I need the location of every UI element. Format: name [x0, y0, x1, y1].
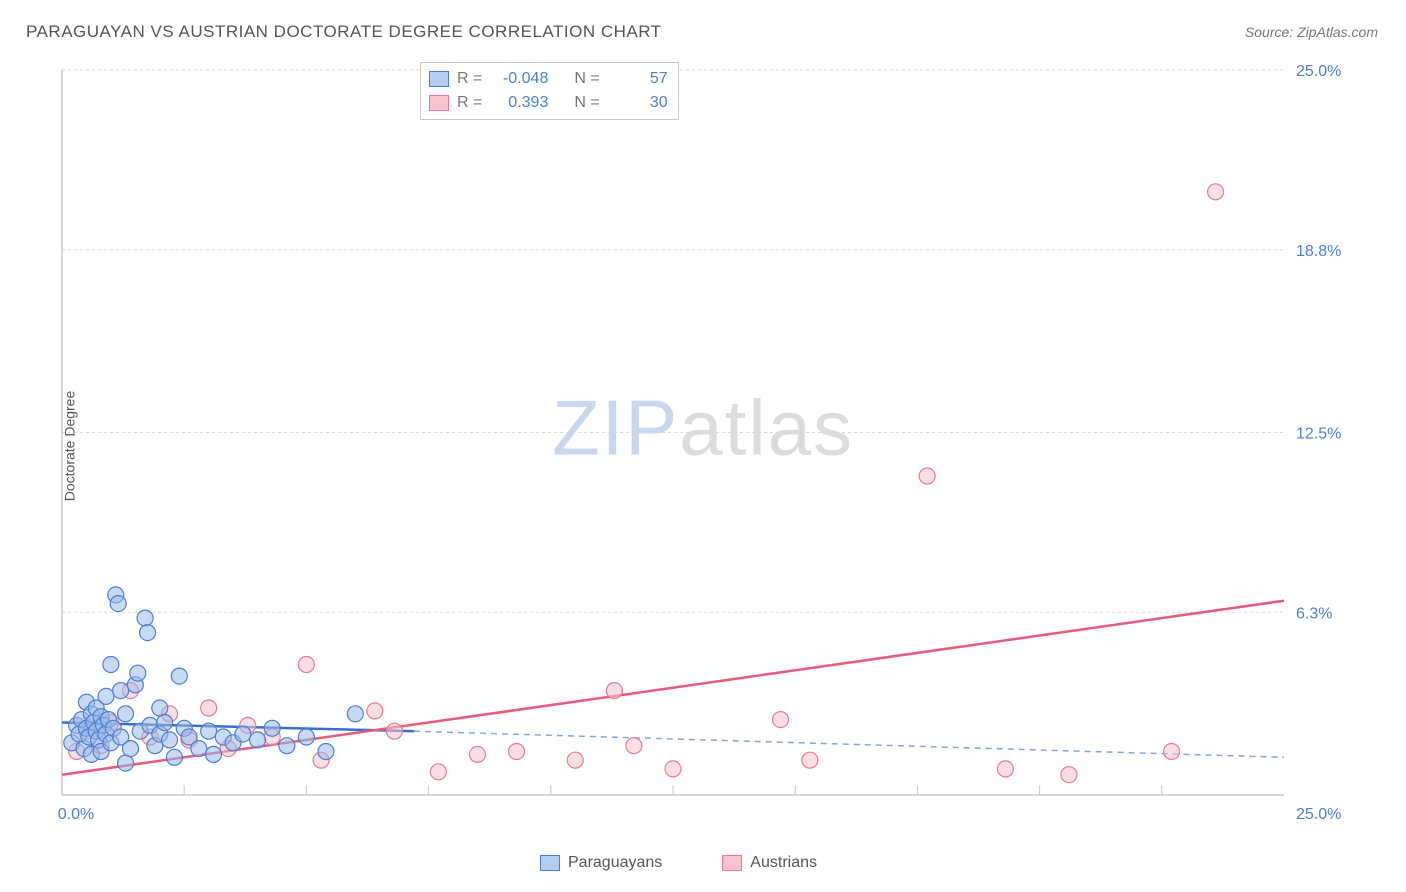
svg-text:6.3%: 6.3%: [1296, 605, 1332, 622]
source-attribution: Source: ZipAtlas.com: [1245, 24, 1378, 40]
n-label: N =: [574, 91, 599, 115]
swatch-pink-icon: [429, 95, 449, 111]
legend-item-paraguayans: Paraguayans: [540, 854, 662, 872]
plot-area: 6.3% 12.5% 18.8% 25.0% 0.0% 25.0%: [52, 60, 1340, 835]
svg-text:12.5%: 12.5%: [1296, 426, 1341, 443]
svg-text:0.0%: 0.0%: [58, 806, 94, 823]
r-label: R =: [457, 67, 482, 91]
svg-text:25.0%: 25.0%: [1296, 806, 1341, 823]
svg-text:18.8%: 18.8%: [1296, 243, 1341, 260]
svg-text:25.0%: 25.0%: [1296, 63, 1341, 80]
n-label: N =: [574, 67, 599, 91]
scatter-svg: 6.3% 12.5% 18.8% 25.0% 0.0% 25.0%: [52, 60, 1340, 835]
swatch-pink-icon: [722, 855, 742, 871]
swatch-blue-icon: [429, 71, 449, 87]
swatch-blue-icon: [540, 855, 560, 871]
stats-row-paraguayans: R = -0.048 N = 57: [429, 67, 668, 91]
legend-label-austrians: Austrians: [750, 854, 817, 872]
n-value-austrians: 30: [608, 91, 668, 115]
legend-label-paraguayans: Paraguayans: [568, 854, 662, 872]
n-value-paraguayans: 57: [608, 67, 668, 91]
r-value-austrians: 0.393: [490, 91, 548, 115]
stats-row-austrians: R = 0.393 N = 30: [429, 91, 668, 115]
legend-item-austrians: Austrians: [722, 854, 817, 872]
r-label: R =: [457, 91, 482, 115]
stats-box: R = -0.048 N = 57 R = 0.393 N = 30: [420, 62, 679, 120]
chart-title: PARAGUAYAN VS AUSTRIAN DOCTORATE DEGREE …: [26, 22, 662, 42]
bottom-legend: Paraguayans Austrians: [540, 854, 817, 872]
r-value-paraguayans: -0.048: [490, 67, 548, 91]
